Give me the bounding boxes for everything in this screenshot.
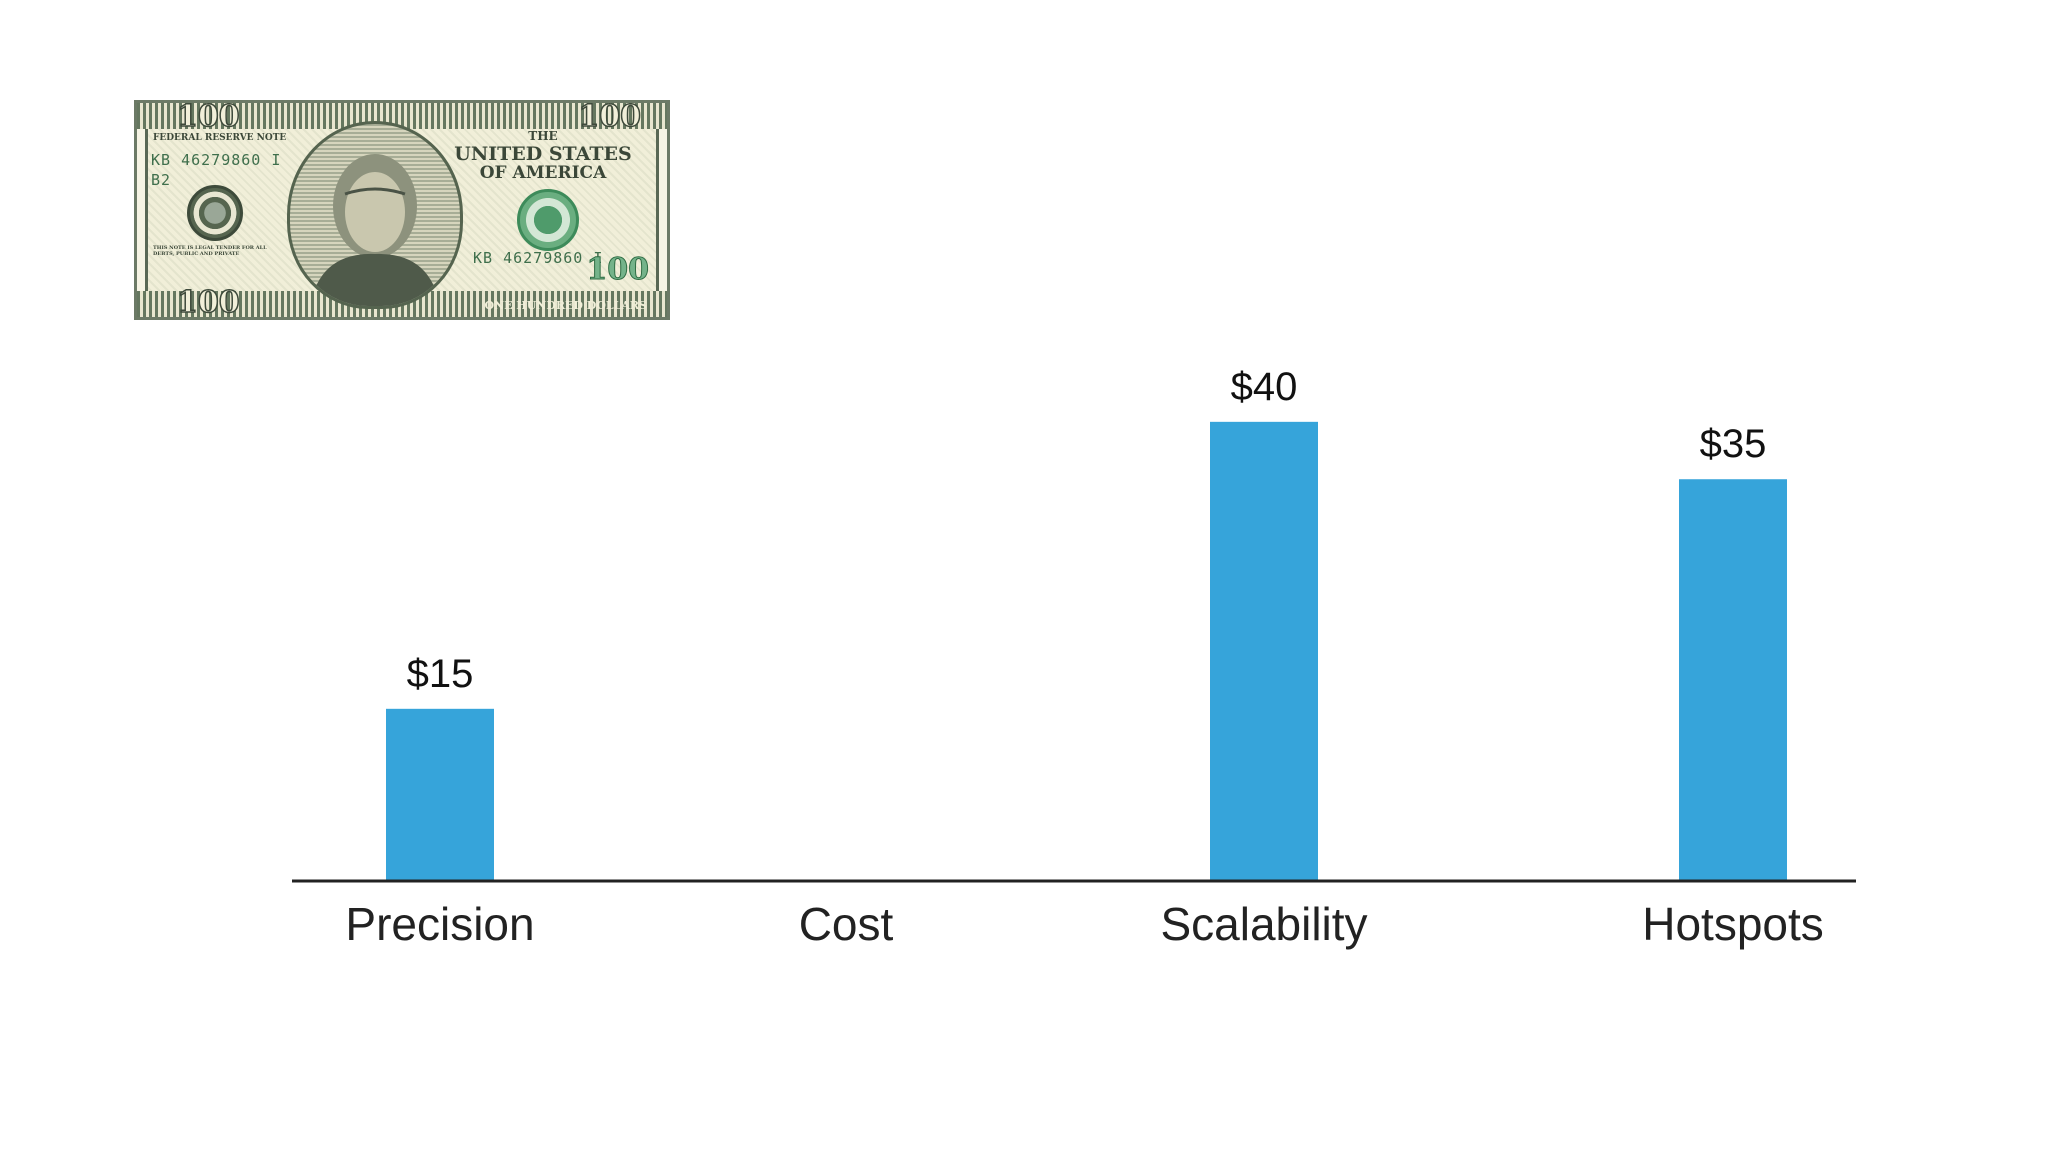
bill-legal-tender: THIS NOTE IS LEGAL TENDER FOR ALL DEBTS,… xyxy=(153,245,267,257)
bill-denomination-text: ONE HUNDRED DOLLARS xyxy=(484,299,647,312)
value-label-scalability: $40 xyxy=(1231,365,1298,409)
hundred-dollar-bill-image: 100 100 100 FEDERAL RESERVE NOTE KB 4627… xyxy=(134,100,670,320)
bill-serial-left: KB 46279860 I xyxy=(151,151,282,169)
bill-country-name: UNITED STATES xyxy=(454,143,632,165)
bill-corner-top-left: 100 xyxy=(176,100,240,134)
bar-precision xyxy=(386,708,494,881)
bill-district: B2 xyxy=(151,171,172,189)
value-label-precision: $15 xyxy=(407,652,474,696)
category-label-cost: Cost xyxy=(799,898,894,950)
bill-country-suffix: OF AMERICA xyxy=(479,163,607,183)
category-label-precision: Precision xyxy=(345,898,534,950)
value-labels-group: $15 $40 $35 xyxy=(407,365,1767,696)
category-labels-group: Precision Cost Scalability Hotspots xyxy=(345,898,1823,950)
portrait-icon xyxy=(287,121,463,309)
category-label-scalability: Scalability xyxy=(1160,898,1367,950)
bar-scalability xyxy=(1210,421,1318,881)
bill-header: FEDERAL RESERVE NOTE xyxy=(153,133,287,143)
bar-hotspots xyxy=(1679,479,1787,881)
bars-group xyxy=(386,421,1787,881)
value-label-hotspots: $35 xyxy=(1700,422,1767,466)
federal-reserve-seal-icon xyxy=(187,185,243,241)
category-label-hotspots: Hotspots xyxy=(1642,898,1824,950)
bill-corner-top-right: 100 xyxy=(578,100,642,134)
bill-serial-right: KB 46279860 I xyxy=(473,249,604,267)
bill-corner-bottom-left: 100 xyxy=(176,285,240,320)
bill-big-numeral: 100 xyxy=(586,252,650,288)
treasury-seal-icon xyxy=(517,189,579,251)
bill-country-the: THE xyxy=(528,129,558,143)
